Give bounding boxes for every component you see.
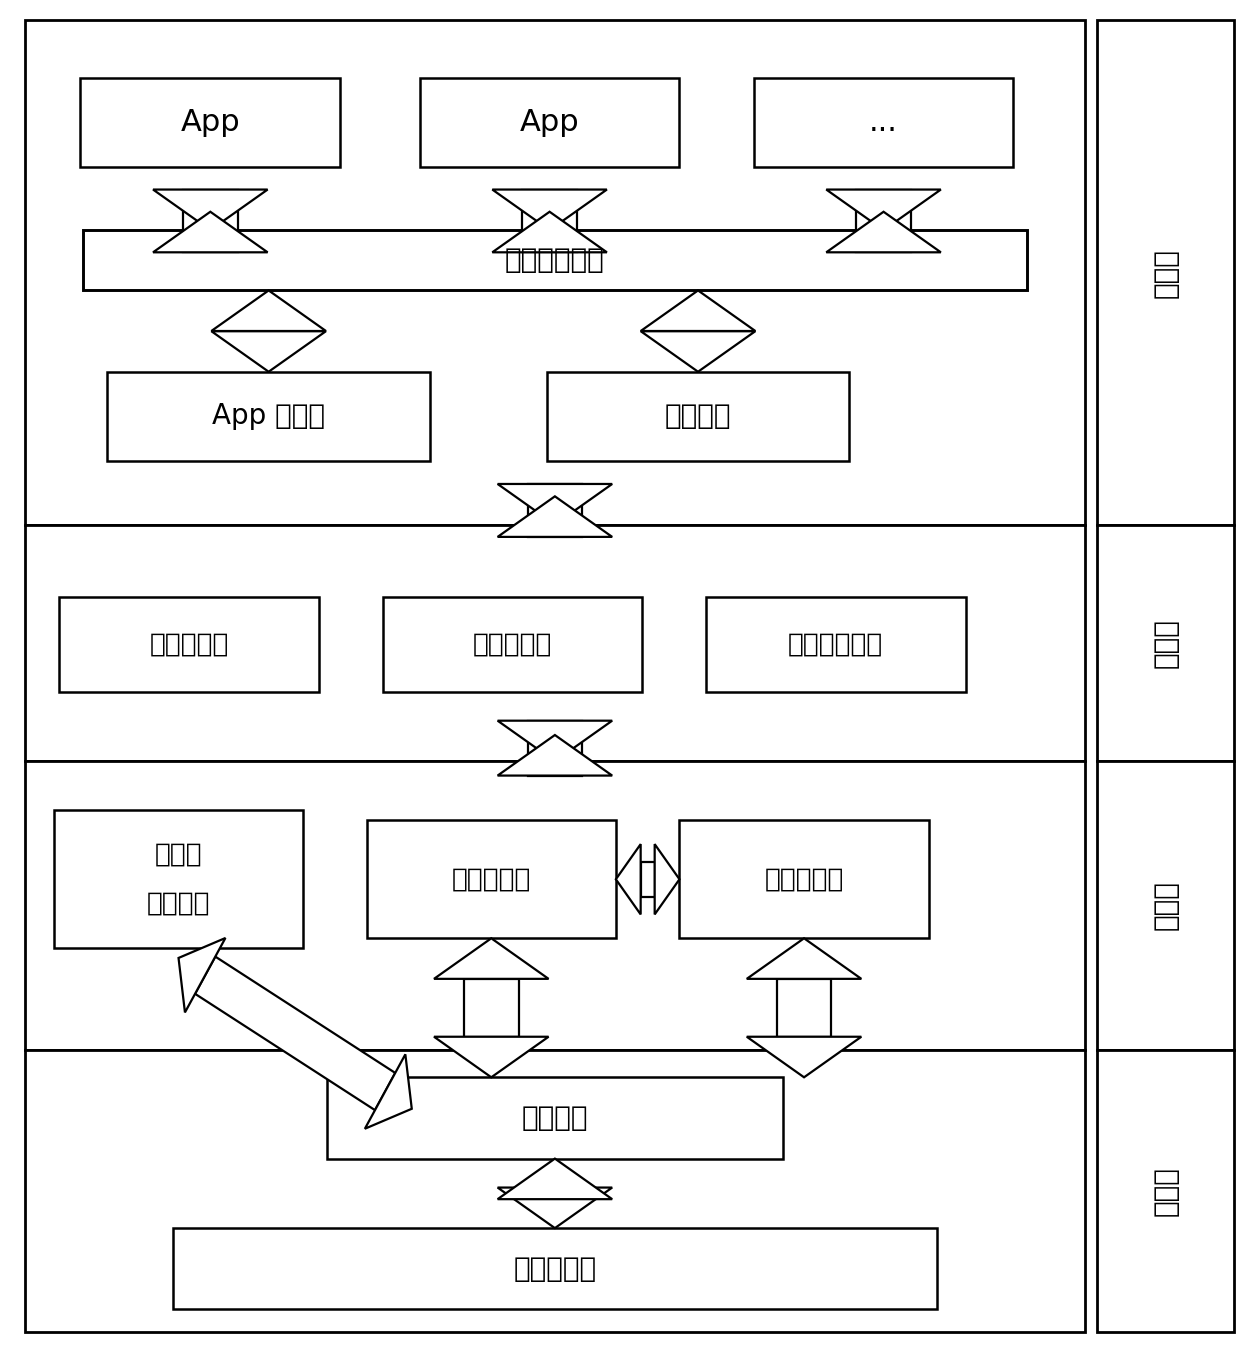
Text: 硬件物理层: 硬件物理层 <box>513 1255 596 1283</box>
Polygon shape <box>153 212 268 253</box>
Polygon shape <box>528 721 583 776</box>
Bar <box>25 20 1085 525</box>
Text: 消息驱动引擎: 消息驱动引擎 <box>505 246 605 274</box>
Polygon shape <box>184 189 238 253</box>
Text: 数据中心: 数据中心 <box>665 403 732 430</box>
Polygon shape <box>857 189 911 253</box>
Text: 平台层: 平台层 <box>1152 880 1179 930</box>
Bar <box>83 230 1027 291</box>
Polygon shape <box>826 189 941 230</box>
Text: 应用层: 应用层 <box>1152 247 1179 297</box>
Text: 硬件驱动: 硬件驱动 <box>522 1105 588 1132</box>
Polygon shape <box>641 331 755 372</box>
Polygon shape <box>746 938 862 979</box>
Polygon shape <box>616 844 641 914</box>
Bar <box>25 525 1085 761</box>
Bar <box>327 1078 782 1159</box>
Text: App 管理器: App 管理器 <box>212 403 325 430</box>
Polygon shape <box>211 291 326 331</box>
Text: 操作系: 操作系 <box>155 841 202 868</box>
Bar <box>60 598 319 692</box>
Text: App: App <box>520 108 579 137</box>
Polygon shape <box>497 721 613 761</box>
Polygon shape <box>655 844 680 914</box>
Polygon shape <box>497 735 613 776</box>
Bar <box>55 810 303 948</box>
Polygon shape <box>776 979 831 1037</box>
Polygon shape <box>211 331 326 372</box>
Polygon shape <box>195 957 396 1110</box>
Polygon shape <box>492 212 606 253</box>
Text: 物理层: 物理层 <box>1152 1167 1179 1217</box>
Bar <box>680 821 929 938</box>
Text: ...: ... <box>869 108 898 137</box>
Text: 接口设备层: 接口设备层 <box>451 867 531 892</box>
Polygon shape <box>746 1037 862 1078</box>
Bar <box>107 372 430 461</box>
Bar <box>1097 1049 1234 1332</box>
Polygon shape <box>365 1055 412 1129</box>
Polygon shape <box>826 212 941 253</box>
Bar <box>419 78 680 168</box>
Bar <box>174 1228 936 1310</box>
Polygon shape <box>492 189 606 230</box>
Text: 业务层: 业务层 <box>1152 618 1179 668</box>
Bar <box>706 598 966 692</box>
Polygon shape <box>641 291 755 331</box>
Polygon shape <box>497 1159 613 1199</box>
Polygon shape <box>497 496 613 537</box>
Polygon shape <box>528 1187 583 1199</box>
Text: 第三方工具库: 第三方工具库 <box>789 631 883 657</box>
Text: 基础接口库: 基础接口库 <box>472 631 552 657</box>
Polygon shape <box>464 979 518 1037</box>
Polygon shape <box>179 938 226 1013</box>
Bar <box>1097 20 1234 525</box>
Text: App: App <box>181 108 241 137</box>
Polygon shape <box>522 189 577 253</box>
Polygon shape <box>153 189 268 230</box>
Bar <box>383 598 642 692</box>
Text: 设备管理器: 设备管理器 <box>764 867 843 892</box>
Text: 业务接口库: 业务接口库 <box>150 631 229 657</box>
Bar <box>754 78 1013 168</box>
Bar <box>547 372 849 461</box>
Bar <box>1097 525 1234 761</box>
Polygon shape <box>497 1187 613 1228</box>
Bar <box>367 821 616 938</box>
Bar <box>1097 761 1234 1049</box>
Polygon shape <box>497 484 613 525</box>
Polygon shape <box>434 1037 548 1078</box>
Polygon shape <box>528 484 583 537</box>
Polygon shape <box>641 861 655 896</box>
Bar <box>81 78 340 168</box>
Bar <box>25 1049 1085 1332</box>
Polygon shape <box>434 938 548 979</box>
Text: 统适配层: 统适配层 <box>146 891 211 917</box>
Bar <box>25 761 1085 1049</box>
